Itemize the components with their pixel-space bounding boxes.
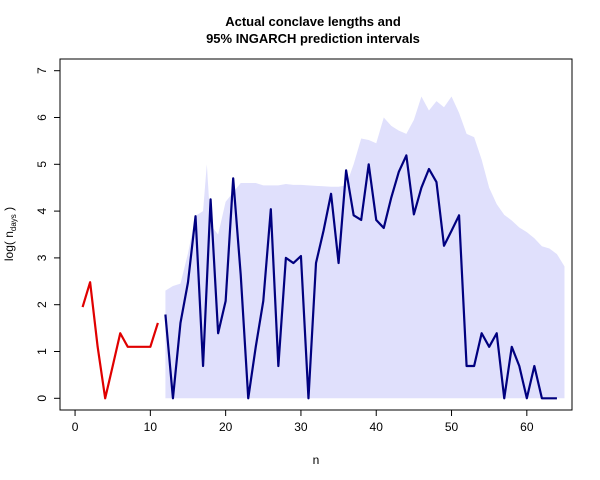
x-tick-label: 50 [445, 420, 459, 434]
x-tick-label: 30 [294, 420, 308, 434]
x-tick-label: 0 [72, 420, 79, 434]
y-tick-label: 7 [35, 67, 49, 74]
prediction-interval-band [165, 96, 565, 399]
actual-series-layer [164, 154, 557, 400]
y-axis-label-main: log( n [2, 231, 16, 261]
prediction-interval-layer [165, 96, 565, 399]
y-tick-label: 5 [35, 161, 49, 168]
observed-series-line [81, 281, 159, 400]
y-tick-label: 2 [35, 301, 49, 308]
x-axis-label: n [313, 453, 320, 467]
x-tick-label: 60 [520, 420, 534, 434]
y-axis-label-subscript: days [9, 214, 18, 231]
x-tick-label: 40 [370, 420, 384, 434]
plot-area [81, 96, 565, 400]
y-axis-label-close: ) [2, 207, 16, 214]
y-tick-label: 4 [35, 207, 49, 214]
y-tick-label: 1 [35, 348, 49, 355]
actual-series-line [164, 154, 557, 400]
y-tick-label: 3 [35, 254, 49, 261]
y-axis: 0 1 2 3 4 5 6 7 [35, 67, 61, 402]
x-axis: 0 10 20 30 40 50 60 [72, 409, 534, 434]
chart-title-line-1: Actual conclave lengths and [225, 14, 401, 29]
x-tick-label: 10 [144, 420, 158, 434]
observed-series-layer [81, 281, 159, 400]
x-tick-label: 20 [219, 420, 233, 434]
y-axis-label: log( ndays ) [2, 207, 18, 261]
y-tick-label: 6 [35, 114, 49, 121]
y-tick-label: 0 [35, 395, 49, 402]
chart-title-line-2: 95% INGARCH prediction intervals [206, 31, 420, 46]
